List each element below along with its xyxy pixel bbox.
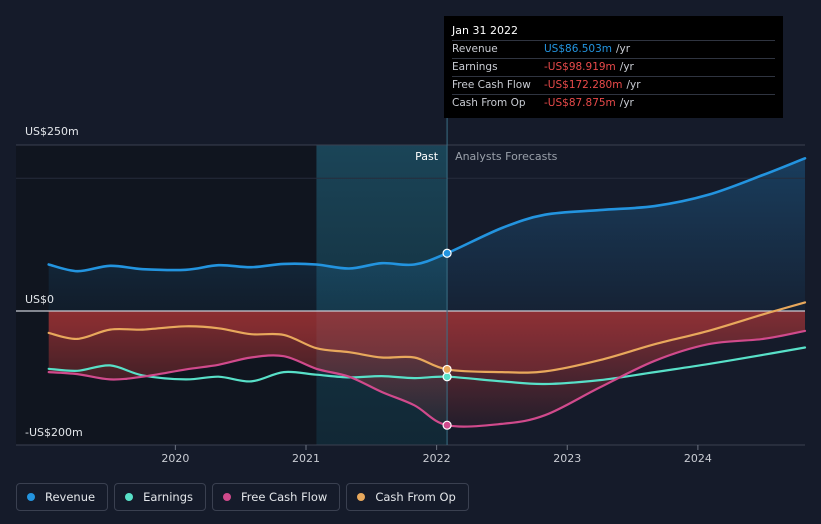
x-tick-label: 2023 (553, 452, 581, 465)
series-line-cash-from-op (47, 301, 807, 374)
x-tick-label: 2020 (161, 452, 189, 465)
legend-label: Cash From Op (375, 490, 456, 504)
tooltip-row-revenue: Revenue US$86.503m /yr (452, 40, 775, 58)
forecast-label: Analysts Forecasts (455, 150, 558, 163)
y-axis-label: US$250m (25, 125, 79, 138)
legend-item-cash-from-op[interactable]: Cash From Op (346, 483, 469, 511)
legend-label: Earnings (143, 490, 193, 504)
y-axis-label: -US$200m (25, 426, 83, 439)
tooltip-row-cash-from-op: Cash From Op -US$87.875m /yr (452, 94, 775, 112)
tooltip-label: Free Cash Flow (452, 79, 531, 91)
tooltip-unit: /yr (619, 97, 634, 109)
point-free-cash-flow (442, 420, 452, 430)
point-revenue (442, 248, 452, 258)
x-tick-label: 2024 (684, 452, 712, 465)
tooltip-unit: /yr (626, 79, 641, 91)
free-cash-flow-dot-icon (223, 493, 231, 501)
revenue-dot-icon (27, 493, 35, 501)
revenue-area (48, 158, 805, 311)
negative-area (48, 311, 805, 427)
tooltip-unit: /yr (616, 43, 631, 55)
tooltip-value: -US$98.919m (544, 61, 616, 73)
legend-label: Revenue (45, 490, 96, 504)
legend: Revenue Earnings Free Cash Flow Cash Fro… (16, 483, 469, 511)
tooltip-label: Earnings (452, 61, 498, 73)
tooltip-row-earnings: Earnings -US$98.919m /yr (452, 58, 775, 76)
past-label: Past (415, 150, 439, 163)
tooltip: Jan 31 2022 Revenue US$86.503m /yr Earni… (444, 16, 783, 118)
x-tick-label: 2022 (423, 452, 451, 465)
tooltip-label: Cash From Op (452, 97, 526, 109)
tooltip-value: US$86.503m (544, 43, 612, 55)
x-tick-label: 2021 (292, 452, 320, 465)
cash-from-op-area (48, 311, 805, 373)
legend-item-revenue[interactable]: Revenue (16, 483, 109, 511)
series-line-free-cash-flow (47, 329, 807, 428)
tooltip-date: Jan 31 2022 (452, 24, 518, 37)
tooltip-label: Revenue (452, 43, 498, 55)
series-line-revenue (47, 157, 807, 273)
legend-item-earnings[interactable]: Earnings (114, 483, 206, 511)
tooltip-value: -US$87.875m (544, 97, 616, 109)
tooltip-row-free-cash-flow: Free Cash Flow -US$172.280m /yr (452, 76, 775, 94)
legend-item-free-cash-flow[interactable]: Free Cash Flow (212, 483, 341, 511)
y-axis-label: US$0 (25, 293, 54, 306)
legend-label: Free Cash Flow (241, 490, 328, 504)
earnings-dot-icon (125, 493, 134, 501)
point-cash-from-op (442, 364, 452, 375)
tooltip-value: -US$172.280m (544, 79, 623, 91)
tooltip-unit: /yr (619, 61, 634, 73)
cash-from-op-dot-icon (357, 493, 366, 501)
